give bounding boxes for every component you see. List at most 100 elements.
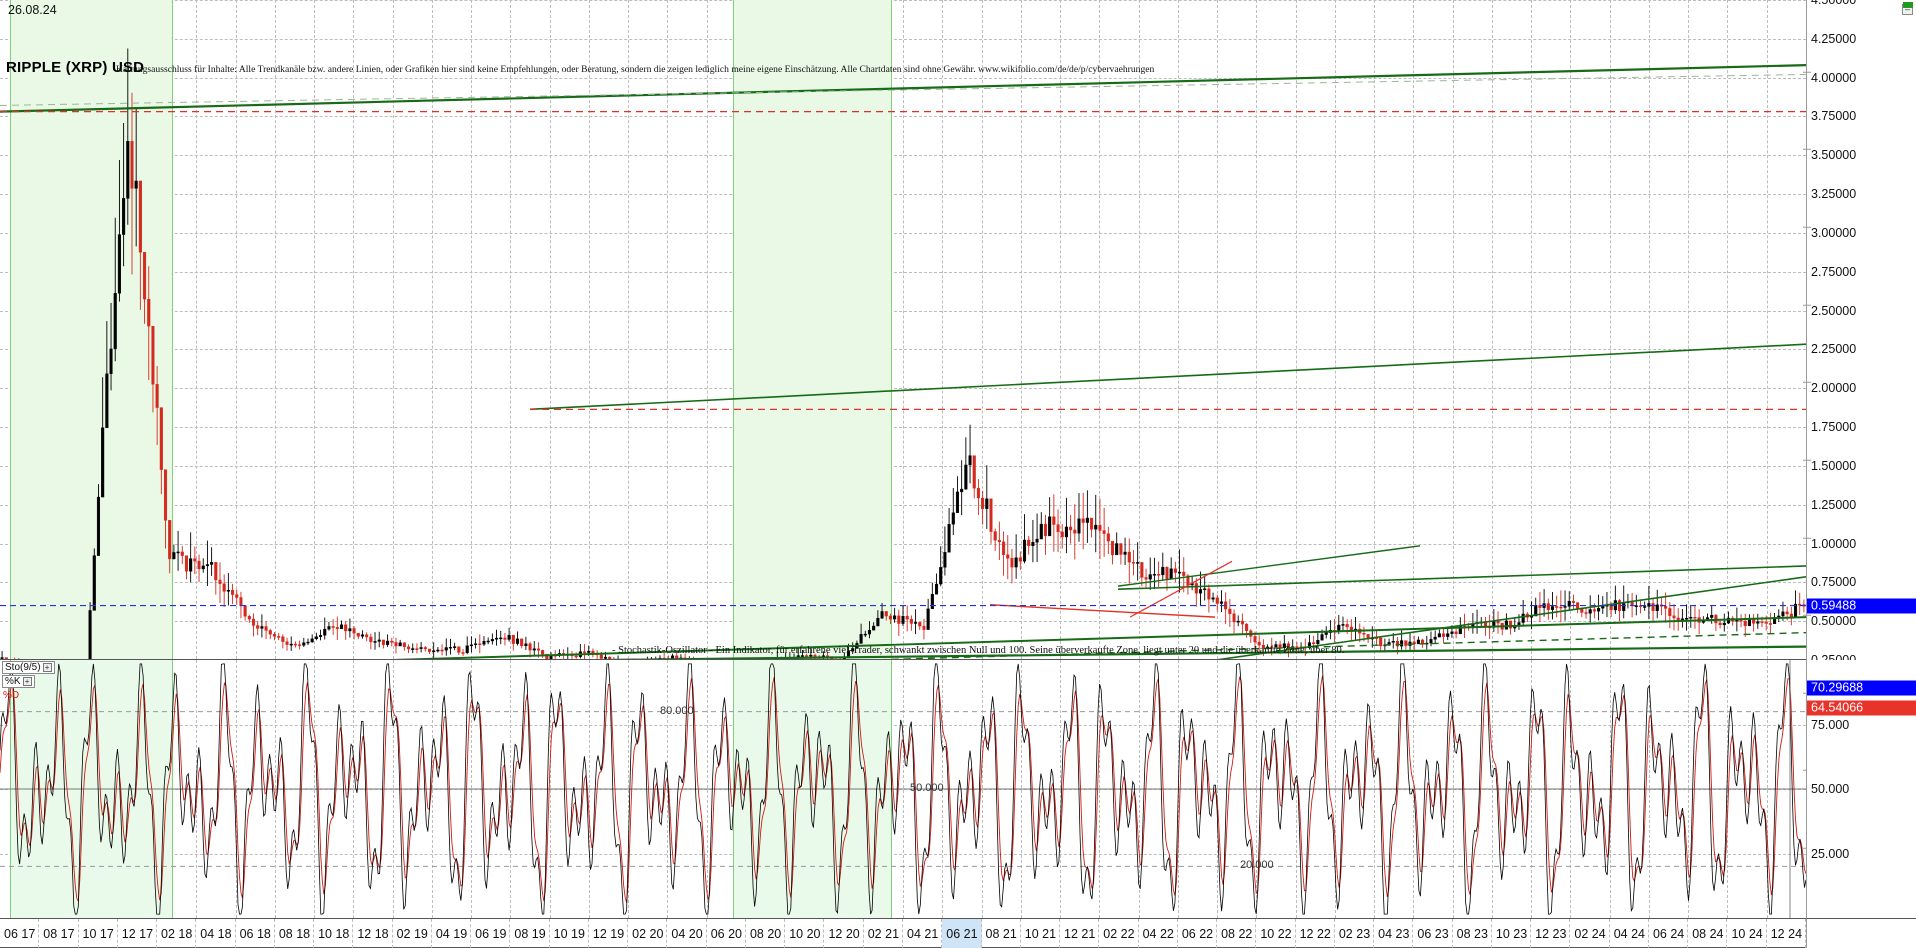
date-axis-label: 10 22 [1260, 927, 1292, 941]
stochastic-axis[interactable]: 75.000 50.000 25.000 70.29688 64.54066 [1806, 660, 1916, 918]
vertical-gridline [628, 660, 630, 918]
stochastic-axis-label: 75.000 [1811, 717, 1850, 732]
date-axis-cell: 02 20 [628, 919, 668, 948]
horizontal-gridline [0, 310, 1806, 312]
date-axis-label: 12 24 [1770, 927, 1803, 941]
vertical-gridline [549, 660, 551, 918]
vertical-gridline [1648, 660, 1650, 918]
date-axis-label: 08 24 [1692, 927, 1724, 941]
indicator-d-row[interactable]: %D [2, 689, 21, 702]
price-axis-label: 4.00000 [1803, 71, 1856, 151]
price-axis-tick [1803, 381, 1811, 383]
vertical-gridline [942, 0, 944, 659]
date-axis-cell: 06 22 [1178, 919, 1218, 948]
date-axis-cell: 08 22 [1217, 919, 1257, 948]
date-axis-cell: 06 24 [1649, 919, 1689, 948]
price-axis[interactable]: 4.50000 4.250004.000003.750003.500003.250… [1803, 0, 1916, 927]
horizontal-gridline [0, 155, 1806, 157]
vertical-gridline [981, 0, 983, 659]
date-axis-cell: 12 21 [1060, 919, 1100, 948]
date-axis-cell: 08 19 [510, 919, 550, 948]
date-axis-cell: 06 17 [0, 919, 40, 948]
date-axis-cell: 08 21 [982, 919, 1021, 948]
vertical-gridline [1609, 660, 1611, 918]
indicator-name-row[interactable]: Sto(9/5) + [2, 661, 55, 674]
horizontal-gridline [0, 853, 1806, 855]
price-axis-tick [1803, 304, 1811, 306]
vertical-gridline [510, 660, 512, 918]
horizontal-gridline [0, 349, 1806, 351]
vertical-gridline [1334, 0, 1336, 659]
date-axis-label: 02 22 [1103, 927, 1135, 941]
date-axis-cell: 12 17 [118, 919, 158, 948]
date-axis-label: 02 23 [1338, 927, 1371, 941]
date-axis-label: 02 19 [396, 927, 428, 941]
horizontal-gridline [0, 621, 1806, 623]
vertical-gridline [510, 0, 512, 659]
date-axis-cell: 12 24 [1767, 919, 1806, 948]
vertical-gridline [274, 0, 276, 659]
price-axis-label: 3.00000 [1803, 227, 1856, 461]
indicator-k-row[interactable]: %K + [2, 675, 35, 688]
vertical-gridline [706, 660, 708, 918]
highlight-region [733, 0, 892, 659]
vertical-gridline [1413, 660, 1415, 918]
vertical-gridline [353, 0, 355, 659]
price-series-overlay [0, 48, 1806, 659]
price-axis-label: 0.50000 [1811, 613, 1857, 628]
indicator-expand-icon[interactable]: + [42, 663, 52, 672]
price-axis-label: 2.75000 [1803, 265, 1856, 539]
date-axis-label: 10 21 [1024, 927, 1057, 941]
price-axis-tick [1803, 614, 1811, 616]
vertical-gridline [1766, 0, 1768, 659]
chart-date-stamp: 26.08.24 [8, 3, 57, 17]
stochastic-d-value-tag: 64.54066 [1807, 700, 1916, 716]
vertical-gridline [392, 660, 394, 918]
date-axis-cell: 10 22 [1256, 919, 1296, 948]
vertical-gridline [431, 0, 433, 659]
date-axis-cell: 10 20 [785, 919, 825, 948]
date-axis-cell: 06 19 [471, 919, 511, 948]
date-axis[interactable]: 06 17 08 17 10 17 12 17 02 18 04 18 06 18 08 18… [0, 918, 1806, 948]
vertical-gridline [1648, 0, 1650, 659]
stochastic-oscillator-panel[interactable]: 80.000 50.000 20.000 [0, 660, 1806, 918]
vertical-gridline [471, 660, 473, 918]
vertical-gridline [1217, 0, 1219, 659]
date-axis-label: 04 18 [200, 927, 232, 941]
vertical-gridline [1060, 0, 1062, 659]
stochastic-series-overlay [0, 660, 1806, 918]
date-axis-cell: 10 18 [314, 919, 354, 948]
horizontal-gridline [0, 271, 1806, 273]
indicator-k-expand-icon[interactable]: + [22, 677, 32, 686]
date-axis-cell: 02 24 [1570, 919, 1610, 948]
indicator-name-label: Sto(9/5) [5, 662, 41, 673]
date-axis-label: 12 23 [1535, 927, 1567, 941]
vertical-gridline [1452, 660, 1454, 918]
vertical-gridline [235, 660, 237, 918]
date-axis-corner [1806, 918, 1916, 948]
vertical-gridline [1452, 0, 1454, 659]
price-axis-label: 3.25000 [1803, 188, 1856, 383]
stochastic-annotation-text: - Stochastik-Oszillator - Ein Indikator,… [612, 645, 1345, 656]
vertical-gridline [1688, 660, 1690, 918]
date-axis-label: 08 18 [278, 927, 311, 941]
date-axis-cell: 06 20 [707, 919, 746, 948]
stochastic-axis-label: 50.000 [1811, 781, 1850, 796]
vertical-gridline [1570, 660, 1572, 918]
date-axis-label: 04 20 [671, 927, 703, 941]
vertical-gridline [314, 660, 316, 918]
vertical-gridline [431, 660, 433, 918]
date-axis-label: 04 21 [907, 927, 939, 941]
date-axis-cell: 02 18 [157, 919, 197, 948]
date-axis-label: 12 19 [592, 927, 625, 941]
vertical-gridline [1334, 660, 1336, 918]
date-axis-label: 06 21 [946, 927, 978, 941]
vertical-gridline [549, 0, 551, 659]
date-axis-label: 12 17 [121, 927, 154, 941]
indicator-legend[interactable]: Sto(9/5) + %K + %D [2, 661, 55, 703]
stochastic-level-label: 50.000 [910, 782, 944, 794]
date-axis-label: 08 22 [1221, 927, 1253, 941]
price-axis-tick [1803, 459, 1811, 461]
price-chart-panel[interactable] [0, 0, 1806, 660]
date-axis-label: 04 24 [1613, 927, 1645, 941]
